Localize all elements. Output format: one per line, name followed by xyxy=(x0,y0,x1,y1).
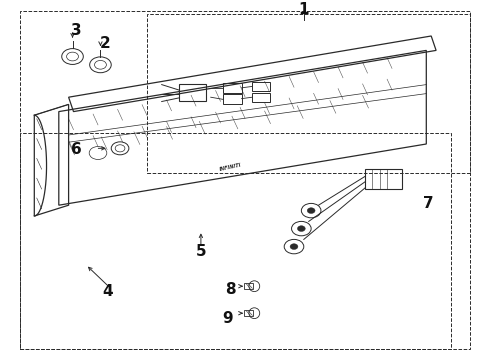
Text: 5: 5 xyxy=(196,244,206,260)
Circle shape xyxy=(290,244,298,249)
Text: 9: 9 xyxy=(222,311,233,326)
Text: 4: 4 xyxy=(102,284,113,299)
Bar xyxy=(252,82,270,91)
Bar xyxy=(223,83,242,93)
Bar xyxy=(365,169,402,189)
Bar xyxy=(244,283,253,289)
Text: INFINITI: INFINITI xyxy=(219,163,242,172)
Circle shape xyxy=(307,208,315,213)
Circle shape xyxy=(297,226,305,231)
Bar xyxy=(223,94,242,104)
Text: 7: 7 xyxy=(423,196,434,211)
Text: 6: 6 xyxy=(71,142,81,157)
Bar xyxy=(147,14,470,173)
Bar xyxy=(179,84,206,101)
Bar xyxy=(244,310,253,316)
Text: 3: 3 xyxy=(71,23,81,38)
Bar xyxy=(20,133,451,349)
Text: 8: 8 xyxy=(225,282,236,297)
Text: 1: 1 xyxy=(298,1,309,17)
Text: 2: 2 xyxy=(100,36,111,51)
Bar xyxy=(252,93,270,102)
